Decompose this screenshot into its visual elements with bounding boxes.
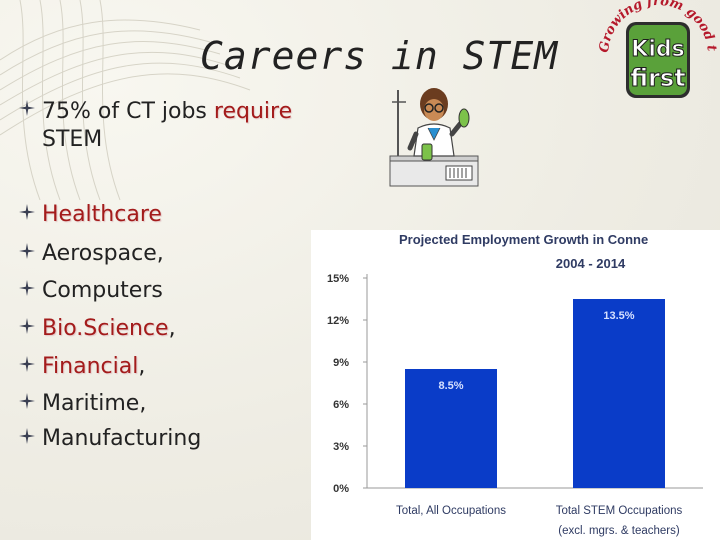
- star-bullet-icon: [18, 354, 42, 380]
- industry-label: Manufacturing: [42, 426, 202, 451]
- logo-name-top: Kids: [631, 37, 684, 62]
- industry-label: Bio.Science: [42, 316, 169, 341]
- star-bullet-icon: [18, 241, 42, 267]
- bar-data-label: 8.5%: [438, 380, 463, 392]
- employment-growth-chart: Projected Employment Growth in Conne 200…: [311, 230, 720, 540]
- y-tick-label: 15%: [327, 273, 349, 285]
- industry-label: Healthcare: [42, 202, 162, 227]
- kids-first-logo: Growing from good to great Kids first: [596, 0, 719, 98]
- industry-trailing-punctuation: ,: [138, 354, 146, 379]
- industry-bullet: Maritime,: [18, 391, 146, 417]
- star-bullet-icon: [18, 98, 42, 124]
- scientist-clipart-image: [389, 88, 479, 187]
- industry-bullet: Computers: [18, 278, 163, 304]
- logo-name-bottom: first: [630, 64, 685, 92]
- x-category-sublabel: (excl. mgrs. & teachers): [558, 525, 680, 537]
- industry-label: Maritime,: [42, 391, 147, 416]
- x-category-label: Total STEM Occupations: [556, 505, 683, 517]
- chart-title: Projected Employment Growth in Conne: [399, 232, 649, 247]
- star-bullet-icon: [18, 391, 42, 417]
- slide-title: Careers in STEM: [200, 34, 559, 78]
- industry-label: Computers: [42, 278, 163, 303]
- bullet-ct-jobs-suffix: STEM: [42, 127, 103, 152]
- bar: [405, 369, 497, 488]
- industry-bullet: Bio.Science,: [18, 316, 176, 342]
- industry-bullet: Healthcare: [18, 202, 162, 228]
- industry-trailing-punctuation: ,: [168, 316, 176, 341]
- star-bullet-icon: [18, 426, 42, 452]
- chart-subtitle: 2004 - 2014: [555, 256, 626, 271]
- star-bullet-icon: [18, 316, 42, 342]
- x-category-label: Total, All Occupations: [396, 505, 506, 517]
- bullet-ct-jobs-highlight: require: [213, 99, 293, 124]
- y-tick-label: 6%: [333, 399, 349, 411]
- bullet-ct-jobs: 75% of CT jobs require STEM: [18, 98, 292, 154]
- industry-bullet: Financial,: [18, 354, 145, 380]
- y-tick-label: 3%: [333, 441, 349, 453]
- star-bullet-icon: [18, 202, 42, 228]
- star-bullet-icon: [18, 278, 42, 304]
- bar-data-label: 13.5%: [603, 310, 634, 322]
- industry-label: Aerospace,: [42, 241, 164, 266]
- y-tick-label: 0%: [333, 483, 349, 495]
- chart-plot: 0% 3% 6% 9% 12% 15% 8.5% Total, All Occupations…: [327, 273, 703, 537]
- y-tick-label: 12%: [327, 315, 349, 327]
- bullet-ct-jobs-prefix: 75% of CT jobs: [42, 99, 207, 124]
- y-tick-label: 9%: [333, 357, 349, 369]
- industry-bullet: Manufacturing: [18, 426, 201, 452]
- bar: [573, 299, 665, 488]
- industry-bullet: Aerospace,: [18, 241, 164, 267]
- industry-label: Financial: [42, 354, 139, 379]
